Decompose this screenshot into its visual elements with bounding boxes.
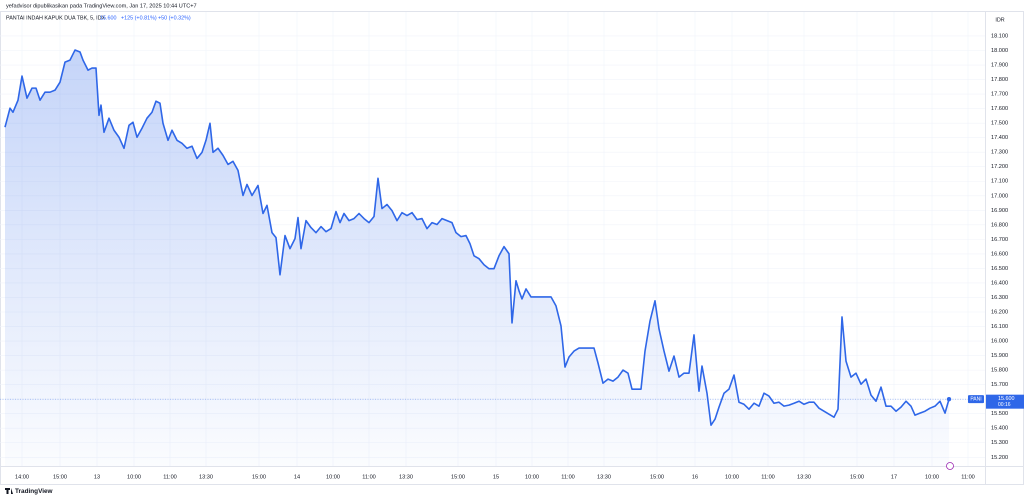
x-tick-label: 10:00 bbox=[725, 474, 739, 480]
y-tick-label: 15.800 bbox=[991, 368, 1008, 374]
x-tick-label: 15:00 bbox=[252, 474, 266, 480]
y-tick-label: 17.000 bbox=[991, 193, 1008, 199]
x-tick-label: 16 bbox=[692, 474, 698, 480]
x-tick-label: 11:00 bbox=[163, 474, 177, 480]
x-tick-label: 11:00 bbox=[561, 474, 575, 480]
x-tick-label: 14 bbox=[294, 474, 300, 480]
y-tick-label: 16.200 bbox=[991, 309, 1008, 315]
legend-last: 15.600 bbox=[100, 15, 117, 21]
x-tick-label: 15:00 bbox=[850, 474, 864, 480]
brand: TradingView bbox=[5, 488, 53, 495]
price-tag-bg bbox=[986, 394, 1024, 409]
last-point bbox=[946, 396, 952, 402]
price-tag-symbol-bg bbox=[968, 395, 984, 404]
x-tick-label: 11:00 bbox=[761, 474, 775, 480]
y-tick-label: 16.700 bbox=[991, 237, 1008, 243]
y-tick-label: 15.500 bbox=[991, 411, 1008, 417]
brand-logo bbox=[5, 488, 13, 494]
x-tick-label: 15:00 bbox=[650, 474, 664, 480]
x-tick-label: 14:00 bbox=[15, 474, 29, 480]
y-tick-label: 17.700 bbox=[991, 92, 1008, 98]
y-tick-label: 18.100 bbox=[991, 33, 1008, 39]
price-tag-countdown: 00:16 bbox=[998, 402, 1011, 408]
y-tick-label: 17.200 bbox=[991, 164, 1008, 170]
y-tick-label: 17.300 bbox=[991, 150, 1008, 156]
y-tick-label: 17.100 bbox=[991, 179, 1008, 185]
x-tick-label: 15 bbox=[493, 474, 499, 480]
y-tick-label: 17.600 bbox=[991, 106, 1008, 112]
x-tick-label: 13:30 bbox=[399, 474, 413, 480]
price-line bbox=[4, 49, 950, 426]
x-tick-label: 10:00 bbox=[525, 474, 539, 480]
currency-label: IDR bbox=[995, 17, 1004, 23]
y-tick-label: 16.100 bbox=[991, 324, 1008, 330]
x-tick-label: 10:00 bbox=[326, 474, 340, 480]
y-tick-label: 16.400 bbox=[991, 280, 1008, 286]
x-tick-label: 17 bbox=[891, 474, 897, 480]
brand-name: TradingView bbox=[15, 488, 53, 495]
x-tick-label: 11:00 bbox=[362, 474, 376, 480]
x-tick-label: 15:00 bbox=[451, 474, 465, 480]
y-tick-label: 16.600 bbox=[991, 251, 1008, 257]
legend-symbol: PANTAI INDAH KAPUK DUA TBK, 5, IDX bbox=[6, 15, 106, 21]
x-tick-label: 13 bbox=[94, 474, 100, 480]
x-tick-label: 13:30 bbox=[597, 474, 611, 480]
y-tick-label: 16.500 bbox=[991, 266, 1008, 272]
legend: PANTAI INDAH KAPUK DUA TBK, 5, IDX 15.60… bbox=[6, 15, 191, 21]
y-tick-label: 15.900 bbox=[991, 353, 1008, 359]
y-tick-label: 17.500 bbox=[991, 121, 1008, 127]
y-tick-label: 15.700 bbox=[991, 382, 1008, 388]
publisher-header: yefadvisor dipublikasikan pada TradingVi… bbox=[6, 3, 197, 9]
y-tick-label: 15.200 bbox=[991, 455, 1008, 461]
x-tick-label: 13:30 bbox=[797, 474, 811, 480]
price-tag-value: 15.600 bbox=[998, 396, 1015, 402]
legend-change-2: +50 (+0.32%) bbox=[158, 15, 191, 21]
y-tick-label: 17.800 bbox=[991, 77, 1008, 83]
x-tick-label: 11:00 bbox=[961, 474, 975, 480]
y-tick-label: 15.300 bbox=[991, 440, 1008, 446]
x-tick-label: 15:00 bbox=[53, 474, 67, 480]
legend-change: +125 (+0.81%) bbox=[121, 15, 157, 21]
y-tick-label: 18.000 bbox=[991, 48, 1008, 54]
x-tick-label: 13:30 bbox=[199, 474, 213, 480]
y-tick-label: 17.400 bbox=[991, 135, 1008, 141]
x-tick-label: 10:00 bbox=[127, 474, 141, 480]
x-tick-label: 10:00 bbox=[925, 474, 939, 480]
y-tick-label: 17.900 bbox=[991, 63, 1008, 69]
y-tick-label: 16.300 bbox=[991, 295, 1008, 301]
price-tag-symbol: PANI bbox=[970, 396, 981, 402]
y-tick-label: 16.900 bbox=[991, 208, 1008, 214]
y-tick-label: 16.000 bbox=[991, 339, 1008, 345]
y-tick-label: 16.800 bbox=[991, 222, 1008, 228]
y-tick-label: 15.400 bbox=[991, 426, 1008, 432]
